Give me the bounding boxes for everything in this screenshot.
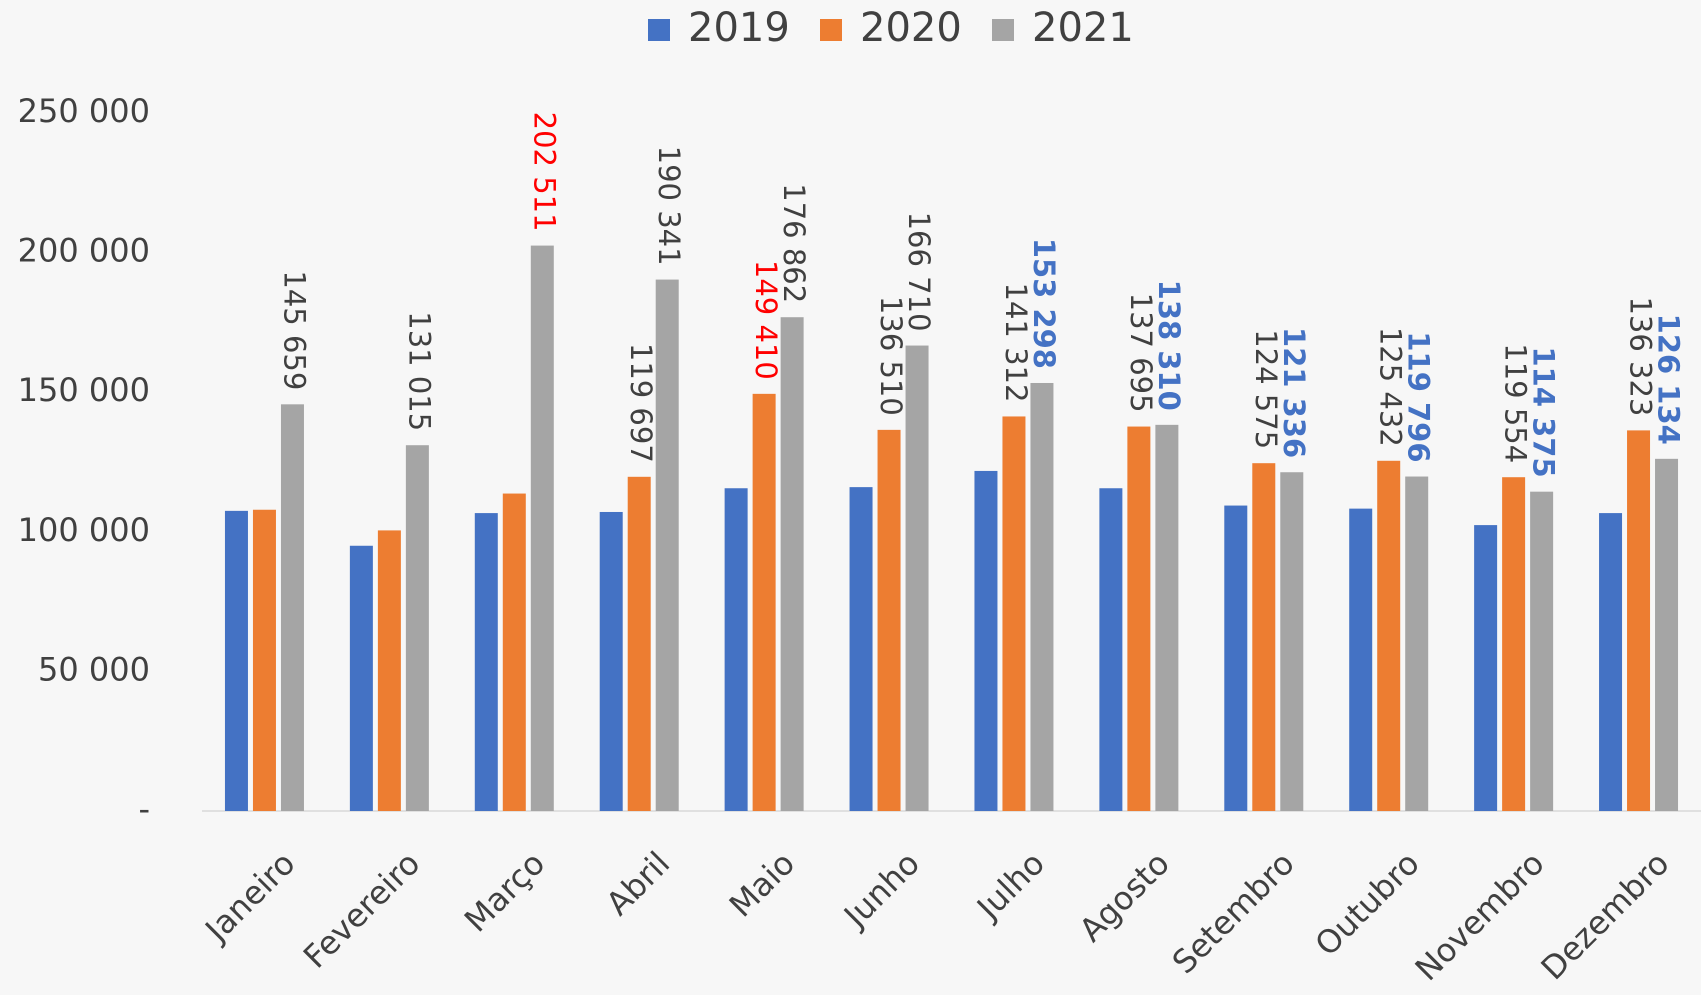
data-label: 190 341 — [652, 146, 686, 266]
bar — [1349, 508, 1373, 811]
bar — [1502, 477, 1526, 811]
x-tick-label: Setembro — [1165, 844, 1302, 981]
bar — [252, 509, 276, 811]
bar — [655, 279, 679, 811]
bar — [877, 429, 901, 811]
bar — [502, 493, 526, 811]
data-label: 119 697 — [624, 343, 658, 463]
x-tick-label: Julho — [968, 844, 1052, 928]
data-label: 124 575 — [1249, 329, 1283, 449]
data-label: 145 659 — [277, 270, 311, 390]
bar — [1127, 426, 1151, 811]
bar — [627, 476, 651, 811]
x-tick-label: Janeiro — [196, 844, 302, 950]
data-label: 125 432 — [1374, 327, 1408, 447]
bar — [1252, 463, 1276, 811]
bar — [1405, 476, 1429, 811]
x-tick-label: Outubro — [1307, 844, 1426, 963]
data-label: 126 134 — [1652, 314, 1686, 445]
bar — [724, 488, 748, 811]
bar — [1099, 488, 1123, 811]
data-label: 149 410 — [749, 260, 783, 380]
data-label: 114 375 — [1527, 346, 1561, 477]
bar — [1530, 491, 1554, 811]
data-label: 202 511 — [527, 112, 561, 232]
data-label: 138 310 — [1152, 280, 1186, 411]
x-tick-label: Maio — [722, 844, 802, 924]
x-tick-label: Agosto — [1072, 844, 1177, 949]
bar — [1627, 430, 1651, 811]
bar — [1224, 505, 1248, 811]
bar — [1155, 424, 1179, 811]
data-label: 153 298 — [1027, 238, 1061, 369]
bar — [1474, 525, 1498, 811]
bar — [377, 530, 401, 811]
y-tick-label: 200 000 — [18, 232, 150, 270]
x-tick-label: Dezembro — [1533, 844, 1676, 987]
bar — [905, 345, 929, 811]
data-label: 136 323 — [1624, 296, 1658, 416]
data-label: 137 695 — [1124, 293, 1158, 413]
bar — [1655, 458, 1679, 811]
legend-label: 2020 — [860, 5, 962, 51]
bar — [280, 404, 304, 811]
bar — [780, 317, 804, 811]
data-label: 136 510 — [874, 296, 908, 416]
bar — [1030, 382, 1054, 811]
y-tick-label: 250 000 — [18, 92, 150, 130]
bar — [530, 245, 554, 811]
data-label: 131 015 — [402, 311, 436, 431]
bar — [974, 470, 998, 811]
x-tick-label: Março — [457, 844, 552, 939]
data-label: 141 312 — [999, 283, 1033, 403]
y-tick-label: 50 000 — [38, 650, 150, 688]
bar — [474, 513, 498, 811]
bar — [405, 445, 429, 811]
data-label: 119 554 — [1499, 343, 1533, 463]
bar — [1377, 460, 1401, 811]
x-tick-label: Junho — [835, 844, 927, 936]
bar — [1280, 472, 1304, 811]
y-tick-label: - — [138, 790, 150, 828]
bar — [849, 487, 873, 811]
x-tick-label: Fevereiro — [296, 844, 428, 976]
legend-label: 2021 — [1032, 5, 1134, 51]
legend-swatch — [992, 19, 1014, 41]
data-label: 119 796 — [1402, 331, 1436, 462]
bar — [1002, 416, 1026, 811]
legend-swatch — [648, 19, 670, 41]
y-tick-label: 100 000 — [18, 511, 150, 549]
legend-label: 2019 — [688, 5, 790, 51]
bar — [224, 510, 248, 811]
bar — [599, 511, 623, 811]
y-tick-label: 150 000 — [18, 371, 150, 409]
x-tick-label: Novembro — [1408, 844, 1552, 988]
bar — [1599, 513, 1623, 811]
legend-swatch — [820, 19, 842, 41]
bar — [752, 393, 776, 811]
data-label: 176 862 — [777, 183, 811, 303]
data-label: 166 710 — [902, 212, 936, 332]
data-label: 121 336 — [1277, 327, 1311, 458]
bar — [349, 545, 373, 811]
x-tick-label: Abril — [599, 844, 678, 923]
